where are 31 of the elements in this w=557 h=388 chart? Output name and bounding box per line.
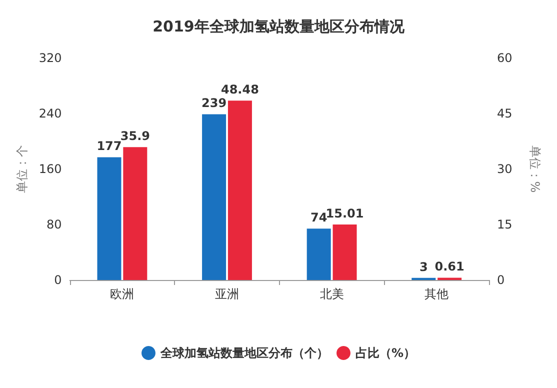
y2-tick-label: 0	[497, 273, 505, 287]
y2-tick-label: 30	[497, 162, 512, 176]
chart-title: 2019年全球加氢站数量地区分布情况	[152, 18, 406, 36]
y2-tick-label: 15	[497, 218, 512, 232]
y-tick-label: 320	[38, 51, 62, 65]
bar	[123, 147, 148, 280]
data-label: 35.9	[120, 129, 150, 144]
y2-tick-label: 45	[497, 106, 512, 120]
bar	[97, 157, 122, 280]
legend-label: 占比（%）	[355, 346, 416, 360]
data-label: 15.01	[326, 206, 364, 220]
legend-label: 全球加氢站数量地区分布（个）	[159, 346, 328, 360]
data-label: 3	[419, 260, 428, 274]
y-tick-label: 0	[54, 273, 62, 287]
y-tick-label: 80	[46, 218, 62, 232]
bar	[306, 228, 331, 280]
x-tick-label: 其他	[424, 287, 449, 301]
data-label: 177	[96, 139, 122, 154]
data-label: 48.48	[220, 82, 259, 97]
y2-axis-title: 单位：%	[528, 145, 542, 193]
data-label: 239	[202, 96, 227, 110]
y-axis-title: 单位：个	[15, 145, 29, 193]
x-tick-label: 北美	[320, 287, 344, 301]
y-tick-label: 160	[38, 162, 62, 176]
x-tick-label: 欧洲	[110, 287, 134, 301]
x-tick-label: 亚洲	[215, 287, 240, 301]
y2-tick-label: 60	[497, 51, 512, 65]
data-label: 0.61	[434, 260, 464, 274]
bar	[332, 224, 357, 280]
y-tick-label: 240	[38, 106, 62, 120]
data-label: 74	[310, 210, 328, 225]
